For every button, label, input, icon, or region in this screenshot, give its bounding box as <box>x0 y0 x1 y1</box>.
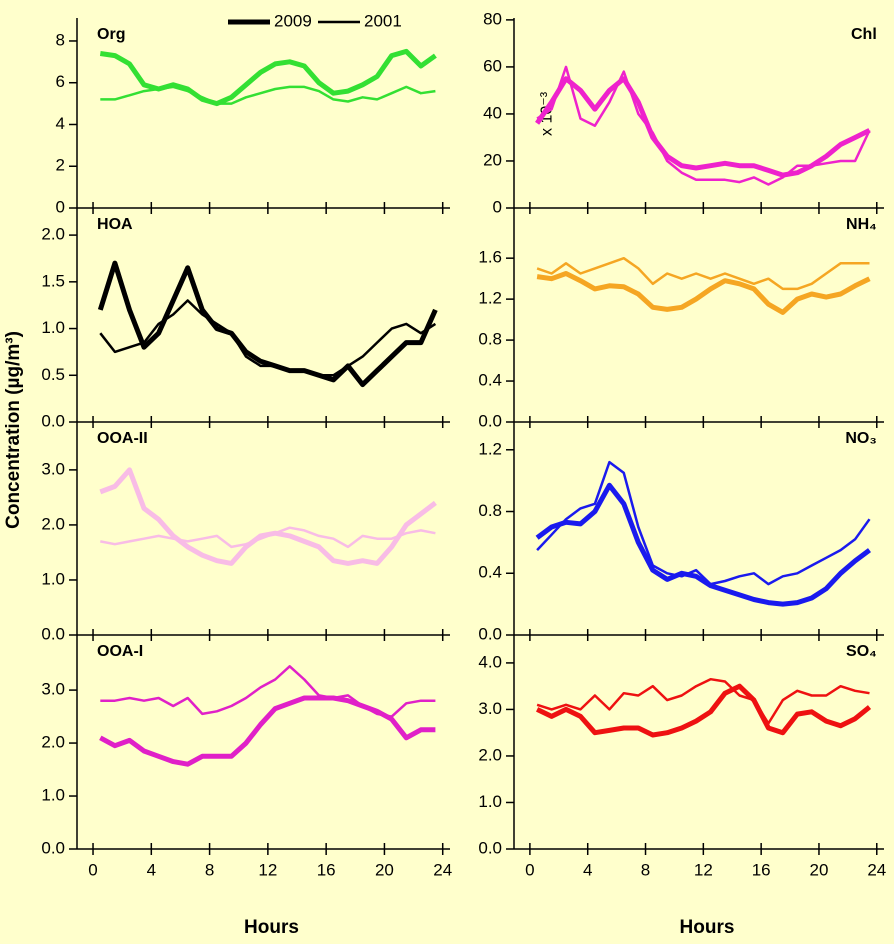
series-line <box>99 467 437 566</box>
x-tick-label: 20 <box>810 860 829 879</box>
y-tick-label: 2.0 <box>41 225 65 244</box>
y-tick-label: 0 <box>493 197 502 216</box>
series-line <box>99 299 437 377</box>
panel-title: OOA-II <box>97 430 148 447</box>
series-line <box>536 683 872 738</box>
series-line <box>100 526 436 549</box>
y-tick-label: 2.0 <box>478 745 502 764</box>
x-axis-label: Hours <box>680 917 735 938</box>
series-line <box>536 677 870 725</box>
x-tick-label: 0 <box>88 860 97 879</box>
x-tick-label: 24 <box>433 860 452 879</box>
series-line <box>97 260 438 388</box>
series-line <box>99 695 436 767</box>
y-tick-label: 4.0 <box>478 652 502 671</box>
y-tick-label: 20 <box>483 150 502 169</box>
y-tick-label: 8 <box>56 30 65 49</box>
y-tick-label: 0.8 <box>478 501 502 520</box>
y-tick-label: 0.0 <box>41 624 65 643</box>
panel-title: NO₃ <box>845 430 876 447</box>
x-axis-label: Hours <box>244 917 299 938</box>
x-tick-label: 20 <box>375 860 394 879</box>
series-line <box>535 76 871 178</box>
y-tick-label: 1.2 <box>478 289 502 308</box>
y-tick-label: 60 <box>483 56 502 75</box>
y-tick-label: 1.2 <box>478 439 502 458</box>
x-tick-label: 24 <box>867 860 886 879</box>
series-line <box>100 665 436 718</box>
series-line <box>536 271 871 315</box>
x-tick-label: 12 <box>694 860 713 879</box>
y-tick-label: 80 <box>483 9 502 28</box>
y-tick-label: 3.0 <box>41 680 65 699</box>
y-tick-label: 2.0 <box>41 733 65 752</box>
panel-title: OOA-I <box>97 643 143 660</box>
panel-title: SO₄ <box>846 643 877 660</box>
y-tick-label: 0.5 <box>41 365 65 384</box>
series-line <box>535 482 871 607</box>
x-tick-label: 8 <box>205 860 214 879</box>
panel-title: NH₄ <box>846 216 877 233</box>
y-tick-label: 0.4 <box>478 371 502 390</box>
x-tick-label: 0 <box>525 860 534 879</box>
legend-label: 2009 <box>274 11 312 30</box>
x-tick-label: 4 <box>147 860 156 879</box>
panel-title: Chl <box>851 26 877 43</box>
series-line <box>536 460 871 586</box>
y-tick-label: 1.0 <box>41 786 65 805</box>
y-tick-label: 1.0 <box>41 318 65 337</box>
y-tick-label: 2 <box>56 156 65 175</box>
y-tick-label: 40 <box>483 103 502 122</box>
y-tick-label: 0.0 <box>41 411 65 430</box>
series-line <box>536 65 871 186</box>
panel-title: Org <box>97 26 125 43</box>
panel-title: HOA <box>97 216 133 233</box>
y-tick-label: 6 <box>56 72 65 91</box>
y-tick-label: 0.0 <box>41 838 65 857</box>
y-axis-label: Concentration (µg/m³) <box>3 331 24 529</box>
series-line <box>100 85 436 105</box>
x-tick-label: 16 <box>317 860 336 879</box>
x-tick-label: 4 <box>583 860 592 879</box>
y-tick-label: 0.0 <box>478 411 502 430</box>
y-tick-label: 3.0 <box>41 459 65 478</box>
y-tick-label: 1.6 <box>478 248 502 267</box>
y-tick-label: 2.0 <box>41 514 65 533</box>
y-tick-label: 3.0 <box>478 699 502 718</box>
y-tick-label: 1.5 <box>41 271 65 290</box>
x-tick-label: 16 <box>752 860 771 879</box>
y-tick-label: 4 <box>56 114 65 133</box>
y-tick-label: 1.0 <box>478 792 502 811</box>
y-tick-label: 1.0 <box>41 569 65 588</box>
legend-label: 2001 <box>364 11 402 30</box>
y-tick-label: 0.0 <box>478 624 502 643</box>
x-tick-label: 12 <box>258 860 277 879</box>
y-tick-label: 0.8 <box>478 330 502 349</box>
y-tick-label: 0.4 <box>478 563 502 582</box>
x-tick-label: 8 <box>641 860 650 879</box>
series-line <box>536 256 870 291</box>
y-tick-label: 0.0 <box>478 838 502 857</box>
y-tick-label: 0 <box>56 197 65 216</box>
